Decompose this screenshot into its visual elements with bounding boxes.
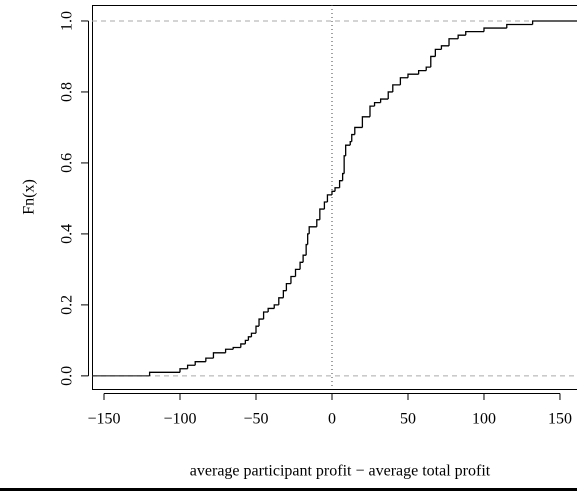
- y-tick-label: 0.2: [59, 295, 76, 315]
- y-axis-label: Fn(x): [21, 179, 38, 215]
- x-tick-label: −50: [243, 411, 268, 428]
- step: [224, 348, 234, 353]
- step: [302, 254, 307, 263]
- step: [334, 187, 340, 192]
- step: [338, 180, 343, 188]
- step: [250, 332, 256, 337]
- y-tick-label: 0.8: [59, 82, 76, 102]
- step: [387, 91, 393, 100]
- step: [232, 346, 241, 350]
- step: [341, 172, 345, 181]
- step: [244, 339, 249, 344]
- step: [434, 48, 442, 57]
- step: [361, 116, 370, 128]
- step: [179, 368, 188, 373]
- step: [430, 55, 436, 68]
- x-axis-label: average participant profit − average tot…: [190, 463, 491, 480]
- step: [326, 194, 332, 202]
- y-tick-label: 0.0: [59, 366, 76, 386]
- y-tick-label: 0.6: [59, 153, 76, 173]
- x-tick-label: 150: [548, 411, 572, 428]
- step: [205, 357, 214, 362]
- step: [308, 226, 317, 234]
- step: [531, 20, 577, 25]
- step: [457, 34, 466, 39]
- step: [483, 27, 507, 32]
- x-tick-label: −150: [87, 411, 120, 428]
- step: [379, 98, 389, 103]
- step: [148, 371, 181, 376]
- step: [316, 219, 320, 227]
- step: [465, 30, 484, 36]
- step: [506, 23, 533, 29]
- step: [282, 290, 287, 298]
- x-tick-label: 0: [328, 411, 336, 428]
- step: [448, 38, 459, 46]
- step: [299, 261, 304, 270]
- step: [369, 105, 375, 117]
- step: [323, 201, 328, 210]
- plot-frame: [92, 5, 577, 390]
- x-tick-label: 100: [472, 411, 496, 428]
- step: [278, 297, 284, 305]
- step: [351, 133, 355, 142]
- step: [212, 352, 226, 359]
- step: [417, 70, 427, 75]
- step: [319, 208, 325, 220]
- step: [440, 45, 450, 50]
- step: [294, 268, 301, 277]
- step: [273, 304, 279, 309]
- step: [267, 307, 275, 312]
- step: [354, 126, 363, 135]
- step: [290, 275, 296, 284]
- step: [258, 318, 264, 327]
- step: [373, 101, 381, 107]
- step: [194, 361, 206, 366]
- step: [392, 84, 401, 92]
- step: [407, 73, 419, 78]
- x-tick-label: 50: [400, 411, 416, 428]
- step: [262, 311, 269, 320]
- x-tick-label: −100: [163, 411, 196, 428]
- step: [425, 66, 431, 71]
- step: [331, 190, 336, 195]
- step: [255, 325, 260, 334]
- step: [349, 140, 352, 146]
- step: [399, 77, 408, 85]
- step: [343, 155, 346, 174]
- step: [247, 336, 252, 341]
- step: [240, 343, 246, 348]
- step: [186, 364, 196, 369]
- y-tick-label: 1.0: [59, 11, 76, 31]
- step: [285, 282, 291, 291]
- step: [345, 144, 351, 156]
- y-tick-label: 0.4: [59, 224, 76, 244]
